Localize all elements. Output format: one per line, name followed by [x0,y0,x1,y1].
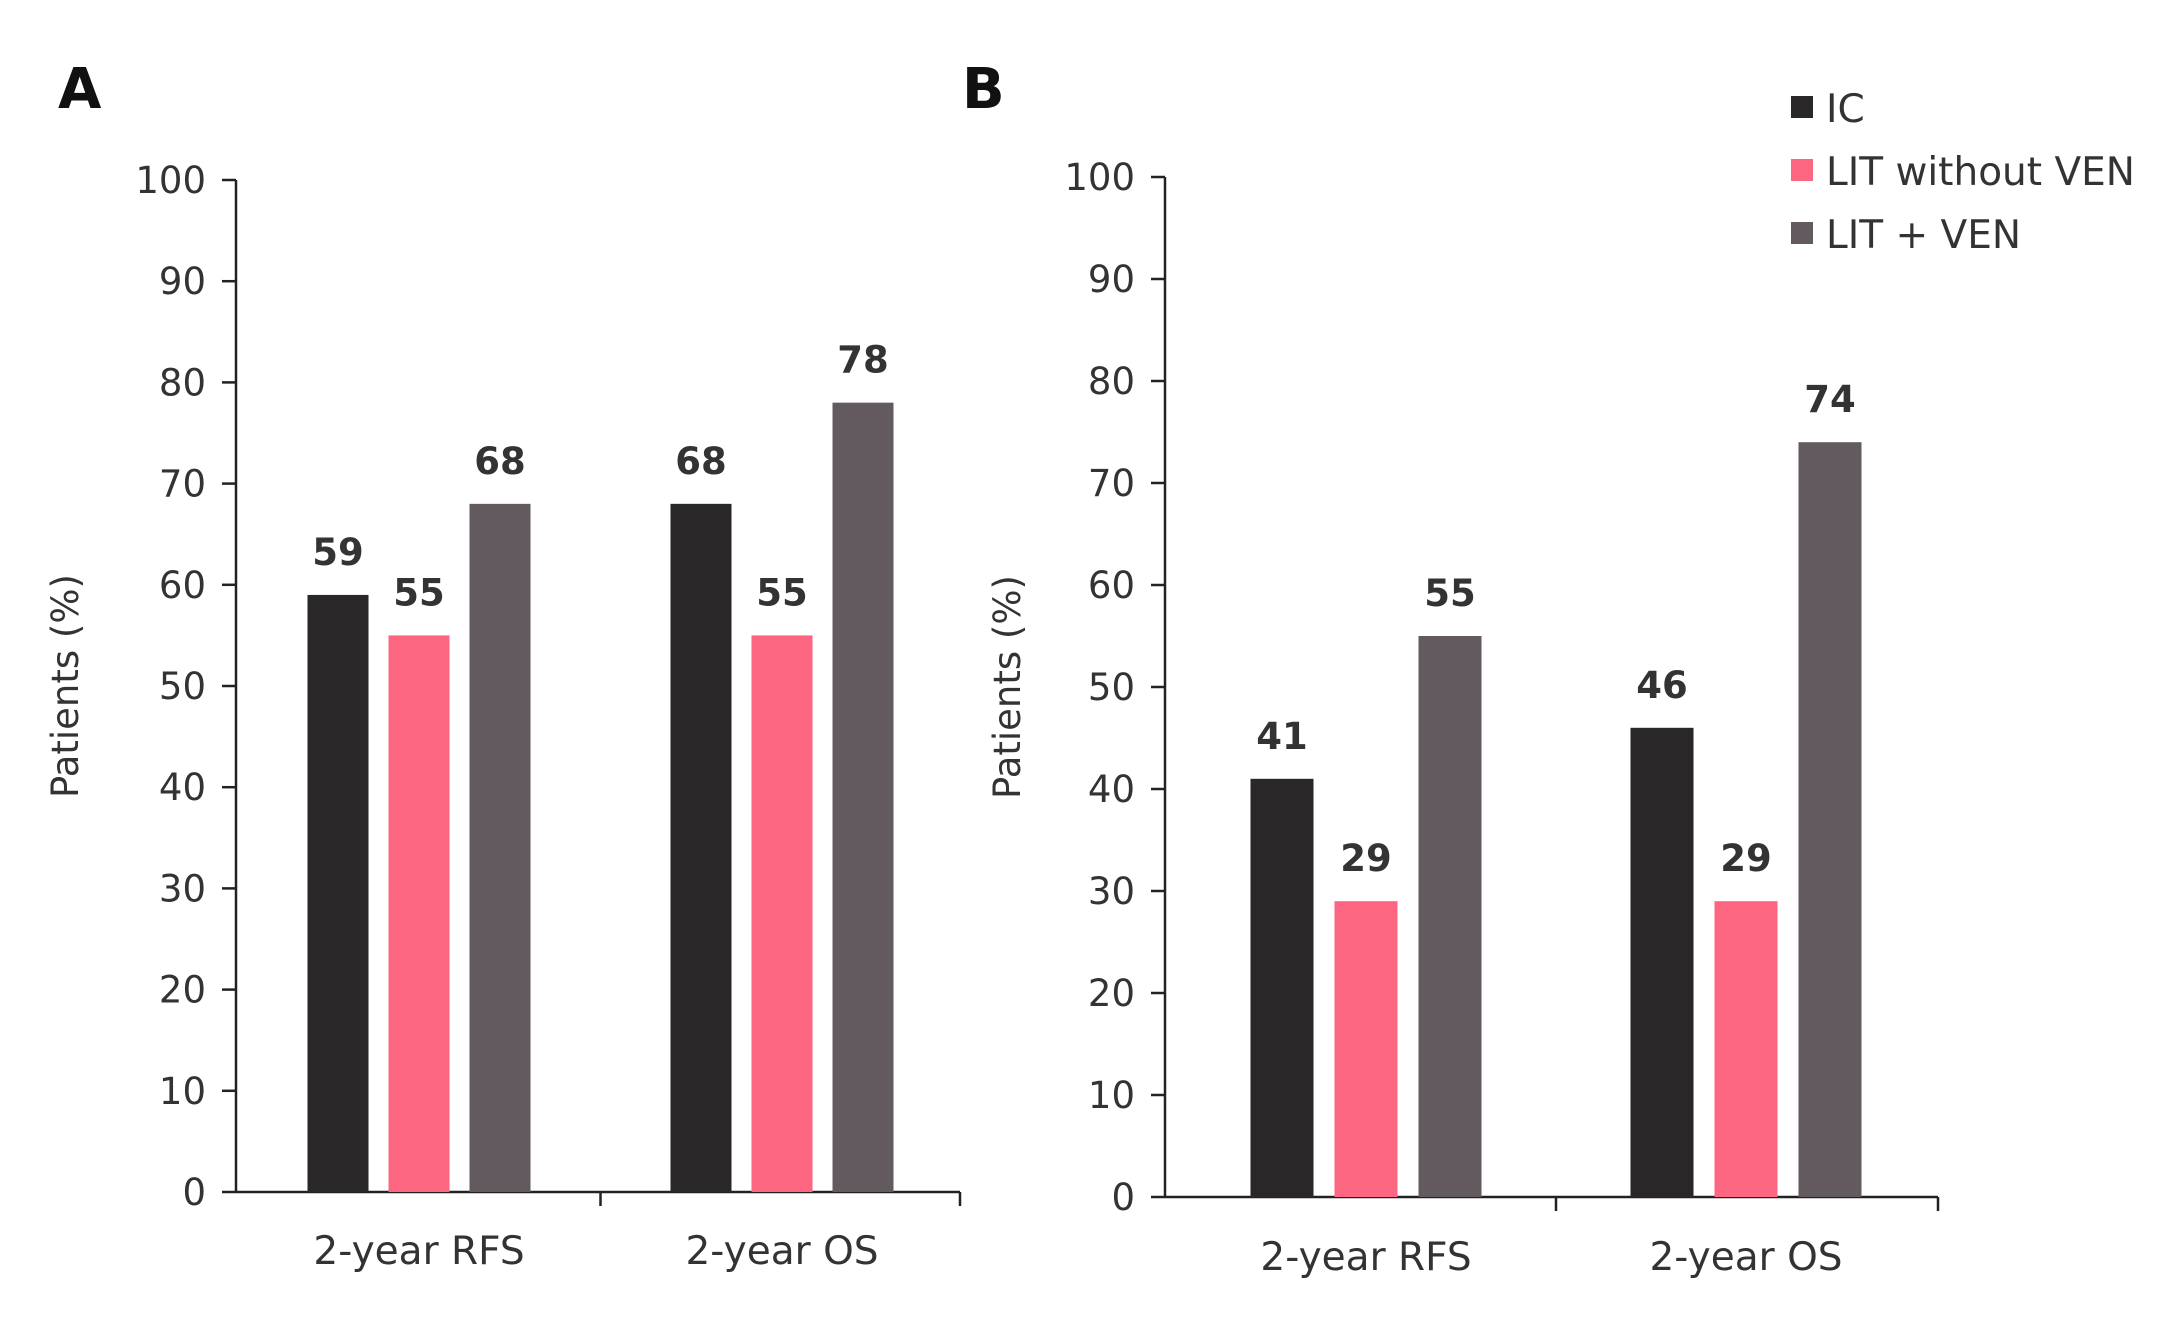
y-tick-label: 50 [1088,666,1135,709]
legend-label-lit-without-ven: LIT without VEN [1826,150,2135,195]
data-label: 59 [312,531,364,574]
bar [307,594,369,1192]
legend-label-ic: IC [1826,87,1865,132]
y-tick-label: 20 [159,969,206,1012]
y-tick-label: 40 [1088,768,1135,811]
data-label: 41 [1256,715,1308,758]
y-tick-label: 10 [159,1070,206,1113]
y-tick-label: 90 [159,260,206,303]
category-label: 2-year OS [685,1229,878,1274]
panel-a-letter: A [58,57,102,122]
data-label: 29 [1340,837,1392,880]
y-tick-label: 20 [1088,972,1135,1015]
legend-label-lit-plus-ven: LIT + VEN [1826,213,2021,258]
y-tick-label: 10 [1088,1074,1135,1117]
y-tick-label: 100 [1064,156,1135,199]
bar [1334,901,1398,1197]
data-label: 29 [1720,837,1772,880]
y-tick-label: 0 [1111,1176,1135,1219]
y-tick-label: 70 [1088,462,1135,505]
y-tick-label: 30 [159,867,206,910]
panel-a-chart: 0 10 20 30 40 50 60 70 80 90 100 Patients (%) 59 55 68… [44,159,962,1274]
data-label: 74 [1804,378,1856,421]
data-label: 55 [393,571,445,614]
bar [1798,442,1862,1197]
data-label: 68 [474,440,526,483]
y-tick-label: 30 [1088,870,1135,913]
y-tick-label: 90 [1088,258,1135,301]
y-axis-title: Patients (%) [44,574,87,798]
data-label: 55 [1424,572,1476,615]
category-label: 2-year OS [1649,1235,1842,1280]
bar [1250,778,1314,1197]
y-tick-label: 50 [159,665,206,708]
y-tick-label: 0 [182,1171,206,1214]
data-label: 78 [837,339,889,382]
y-tick-label: 40 [159,766,206,809]
data-label: 46 [1636,664,1688,707]
y-tick-label: 60 [159,564,206,607]
bar [469,503,531,1193]
legend-swatch-lit-plus-ven [1791,222,1813,244]
panel-b-letter: B [962,57,1005,122]
y-tick-label: 60 [1088,564,1135,607]
data-label: 55 [756,571,808,614]
category-label: 2-year RFS [1260,1235,1471,1280]
y-tick-label: 70 [159,463,206,506]
bar [1714,901,1778,1197]
bar [751,635,813,1192]
data-label: 68 [675,440,727,483]
bar [1418,636,1482,1197]
y-axis-title: Patients (%) [986,575,1029,799]
y-tick-label: 100 [135,159,206,202]
bar [670,503,732,1193]
bar [388,635,450,1192]
legend-swatch-ic [1791,96,1813,118]
category-label: 2-year RFS [313,1229,524,1274]
y-tick-label: 80 [1088,360,1135,403]
bar [832,402,894,1192]
panel-b-chart: 0 10 20 30 40 50 60 70 80 90 100 Patients (%) 41 29 55… [986,156,1940,1280]
legend-swatch-lit-without-ven [1791,159,1813,181]
y-tick-label: 80 [159,361,206,404]
bar [1630,727,1694,1197]
legend: IC LIT without VEN LIT + VEN [1791,87,2135,258]
